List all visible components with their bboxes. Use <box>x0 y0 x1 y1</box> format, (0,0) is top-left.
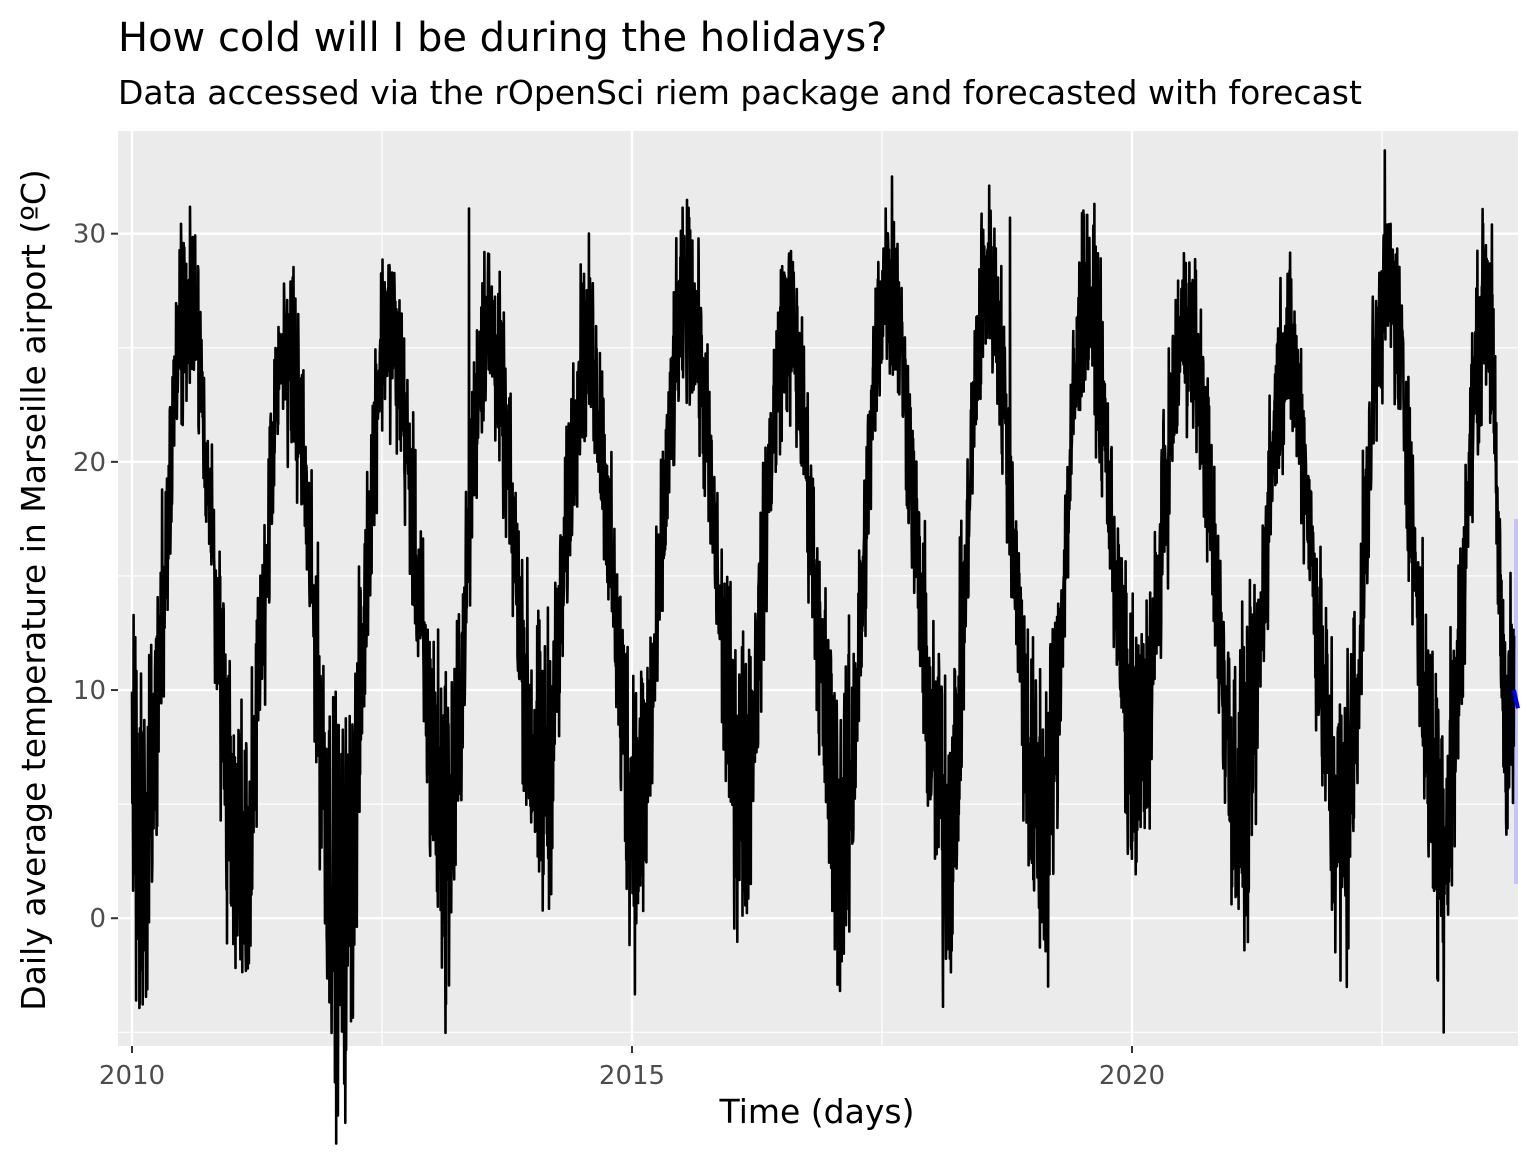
x-tick-label: 2020 <box>1099 1061 1165 1091</box>
y-axis: 0 10 20 30 <box>73 220 118 934</box>
temperature-line <box>130 149 1516 1145</box>
x-tick-label: 2010 <box>99 1061 165 1091</box>
y-axis-title: Daily average temperature in Marseille a… <box>14 169 53 1011</box>
forecast-mean-line <box>1512 689 1520 709</box>
x-tick-label: 2015 <box>599 1061 665 1091</box>
chart-subtitle: Data accessed via the rOpenSci riem pack… <box>118 73 1362 112</box>
temperature-series <box>130 149 1516 1145</box>
x-axis-title: Time (days) <box>719 1092 915 1131</box>
forecast-mean <box>1512 689 1520 709</box>
y-tick-label: 0 <box>89 904 106 934</box>
y-tick-label: 10 <box>73 676 106 706</box>
x-axis: 2010 2015 2020 <box>99 1046 1165 1091</box>
chart-title: How cold will I be during the holidays? <box>118 15 887 61</box>
y-tick-label: 20 <box>73 448 106 478</box>
y-tick-label: 30 <box>73 220 106 250</box>
